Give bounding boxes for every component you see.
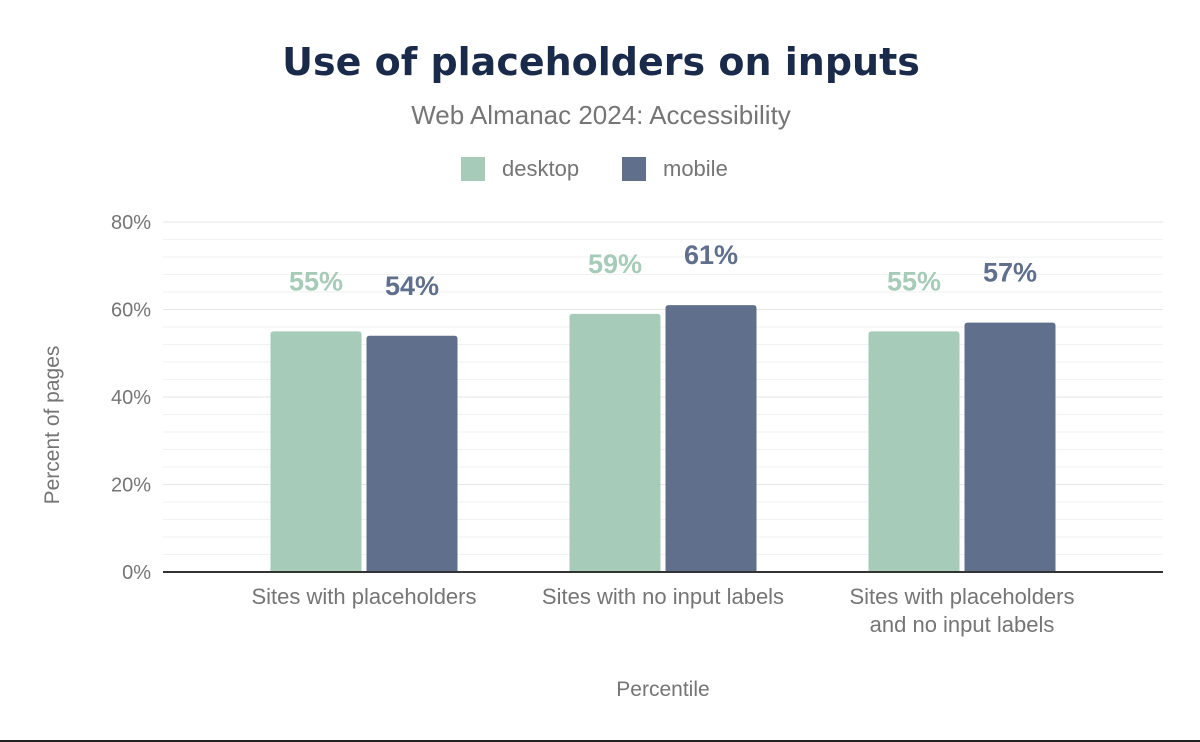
bar-desktop-1 (569, 313, 661, 572)
data-label-desktop-2: 55% (887, 266, 941, 296)
bar-mobile-0 (366, 335, 458, 572)
legend-label-desktop: desktop (502, 156, 579, 181)
x-axis-title: Percentile (616, 678, 709, 701)
bar-desktop-0 (270, 331, 362, 572)
data-labels: 55% 59% 55% 54% 61% 57% (289, 240, 1037, 301)
data-label-desktop-0: 55% (289, 266, 343, 296)
y-tick-label: 80% (111, 212, 151, 234)
y-tick-label: 40% (111, 387, 151, 409)
y-tick-label: 0% (122, 562, 151, 584)
bar-desktop-2 (868, 331, 960, 572)
y-axis-title: Percent of pages (41, 346, 64, 505)
y-axis-ticks: 0% 20% 40% 60% 80% (111, 212, 151, 584)
bars (270, 305, 1056, 572)
data-label-desktop-1: 59% (588, 249, 642, 279)
category-label-0: Sites with placeholders (251, 584, 476, 609)
bar-mobile-1 (665, 305, 757, 572)
bar-mobile-2 (964, 322, 1056, 572)
legend-swatch-desktop (461, 157, 485, 181)
category-labels: Sites with placeholders Sites with no inp… (251, 584, 1074, 637)
data-label-mobile-1: 61% (684, 240, 738, 270)
chart-title: Use of placeholders on inputs (282, 40, 920, 84)
legend-swatch-mobile (622, 157, 646, 181)
data-label-mobile-2: 57% (983, 258, 1037, 288)
category-label-2: and no input labels (870, 612, 1055, 637)
bottom-border (0, 740, 1200, 742)
y-tick-label: 60% (111, 300, 151, 322)
legend-label-mobile: mobile (663, 156, 728, 181)
legend: desktop mobile (461, 156, 728, 181)
data-label-mobile-0: 54% (385, 271, 439, 301)
y-tick-label: 20% (111, 475, 151, 497)
category-label-2: Sites with placeholders (849, 584, 1074, 609)
category-label-1: Sites with no input labels (542, 584, 784, 609)
chart-subtitle: Web Almanac 2024: Accessibility (411, 100, 791, 130)
